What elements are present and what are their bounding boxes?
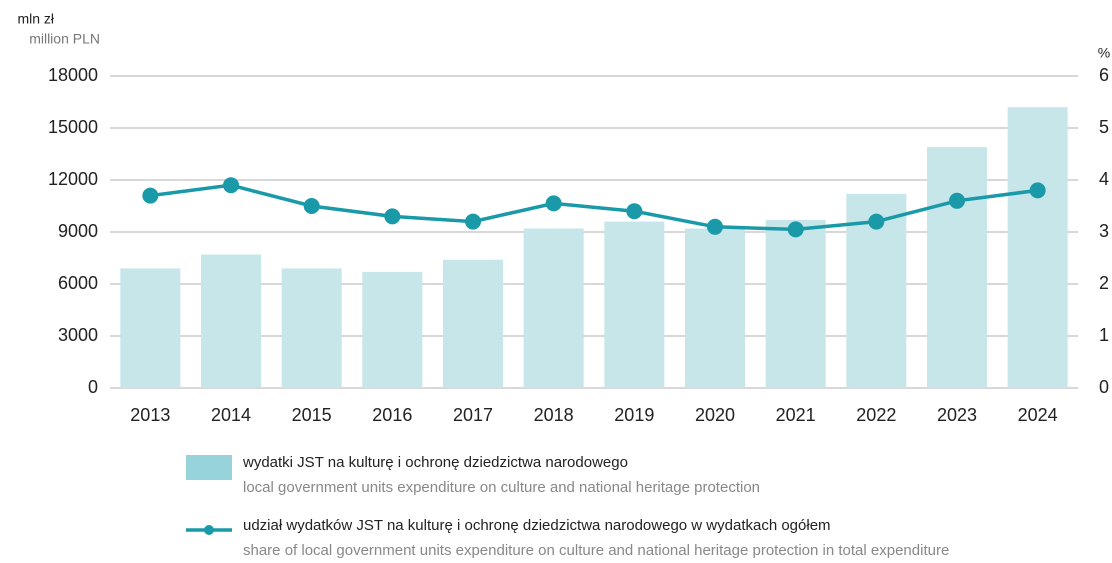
y-tick-label: 6000 xyxy=(58,273,98,293)
y-unit: mln zł xyxy=(17,11,54,27)
x-tick-label: 2019 xyxy=(614,405,654,425)
line-point xyxy=(545,195,562,212)
y2-tick-label: 2 xyxy=(1099,273,1109,293)
legend-label-en: local government units expenditure on cu… xyxy=(243,479,760,496)
line-point xyxy=(626,203,643,220)
line-point xyxy=(1029,182,1046,199)
x-tick-label: 2023 xyxy=(937,405,977,425)
bar xyxy=(443,259,503,388)
x-tick-label: 2013 xyxy=(130,405,170,425)
line xyxy=(150,183,1038,232)
y-tick-label: 12000 xyxy=(48,169,98,189)
line-point xyxy=(787,221,804,238)
bar xyxy=(523,228,584,388)
bar xyxy=(362,271,423,388)
y-tick-label: 9000 xyxy=(58,221,98,241)
x-tick-label: 2020 xyxy=(695,405,735,425)
x-tick-label: 2014 xyxy=(211,405,251,425)
legend-label-en: share of local government units expendit… xyxy=(243,542,949,559)
x-tick-label: 2015 xyxy=(292,405,332,425)
x-tick-label: 2018 xyxy=(534,405,574,425)
y2-tick-label: 0 xyxy=(1099,377,1109,397)
x-tick-label: 2016 xyxy=(372,405,412,425)
line-point xyxy=(142,187,159,204)
bar xyxy=(604,221,665,388)
x-tick-label: 2021 xyxy=(776,405,816,425)
x-tick-label: 2024 xyxy=(1018,405,1058,425)
y2-tick-label: 3 xyxy=(1099,221,1109,241)
line-point xyxy=(465,213,481,230)
line-point xyxy=(868,213,885,230)
x-tick-label: 2022 xyxy=(856,405,896,425)
line-point xyxy=(303,198,320,214)
y2-tick-label: 6 xyxy=(1099,65,1109,85)
legend-label: wydatki JST na kulturę i ochronę dziedzi… xyxy=(242,454,628,471)
y-tick-label: 0 xyxy=(88,377,98,397)
bar xyxy=(685,228,745,388)
x-tick-label: 2017 xyxy=(453,405,493,425)
legend-label: udział wydatków JST na kulturę i ochronę… xyxy=(243,517,831,534)
y2-tick-label: 5 xyxy=(1099,117,1109,137)
line-point xyxy=(384,208,401,225)
y2-tick-label: 1 xyxy=(1099,325,1109,345)
line-point xyxy=(223,177,239,194)
legend-swatch xyxy=(186,455,232,480)
y-tick-label: 3000 xyxy=(58,325,98,345)
bar xyxy=(1007,107,1068,388)
y-tick-label: 15000 xyxy=(48,117,98,137)
y-unit-en: million PLN xyxy=(29,31,100,47)
y2-tick-label: 4 xyxy=(1099,169,1109,189)
bar xyxy=(201,254,261,388)
line-point xyxy=(707,218,723,235)
line-point xyxy=(949,192,965,209)
y2-unit: % xyxy=(1098,45,1110,61)
y-tick-label: 18000 xyxy=(48,65,98,85)
bar xyxy=(120,268,181,388)
bar xyxy=(765,219,826,388)
bar xyxy=(281,268,342,388)
legend-point xyxy=(204,525,214,535)
bar xyxy=(927,147,987,388)
